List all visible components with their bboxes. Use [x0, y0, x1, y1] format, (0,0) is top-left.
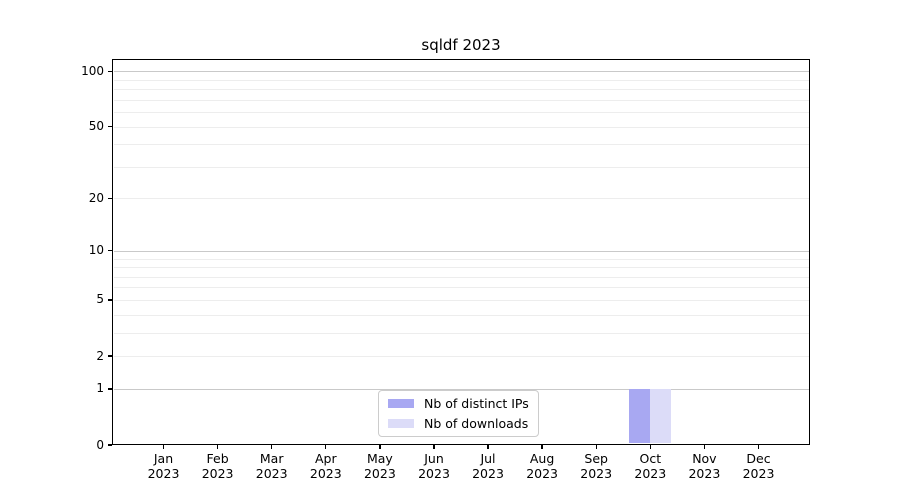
gridline-minor: [114, 112, 809, 114]
y-axis-tick: [108, 125, 112, 128]
gridline-major: [114, 388, 809, 390]
legend-label: Nb of distinct IPs: [424, 396, 529, 412]
x-tick-label: Oct 2023: [634, 451, 667, 481]
y-axis-tick: [108, 70, 112, 72]
y-tick-label: 10: [88, 243, 104, 258]
gridline-minor: [114, 332, 809, 334]
gridline-minor: [114, 79, 809, 81]
gridline-minor: [114, 89, 809, 91]
x-tick-label: Jul 2023: [472, 451, 504, 481]
bar-nb-of-downloads: [650, 388, 672, 444]
y-tick-label: 5: [96, 292, 104, 307]
y-axis-tick: [108, 299, 112, 301]
legend: Nb of distinct IPs Nb of downloads: [378, 390, 539, 437]
legend-swatch-icon: [388, 418, 414, 428]
y-axis-tick: [108, 355, 112, 357]
y-tick-label: 100: [81, 63, 104, 78]
gridline-minor: [114, 144, 809, 146]
legend-label: Nb of downloads: [424, 415, 529, 431]
x-tick-label: Dec 2023: [742, 451, 775, 481]
y-axis-tick: [108, 197, 112, 200]
y-tick-label: 20: [88, 190, 104, 205]
x-axis-tick: [162, 445, 165, 449]
x-axis-tick: [379, 445, 381, 449]
x-tick-label: Sep 2023: [580, 451, 613, 481]
y-tick-label: 50: [88, 119, 104, 134]
x-axis-tick: [595, 445, 597, 449]
x-tick-label: Apr 2023: [309, 451, 342, 481]
y-axis-tick: [108, 444, 112, 446]
x-axis-tick: [703, 445, 706, 449]
x-tick-label: Feb 2023: [201, 451, 234, 481]
x-axis-tick: [433, 445, 435, 449]
gridline-minor: [114, 314, 809, 316]
y-tick-label: 0: [96, 437, 104, 452]
x-tick-label: Aug 2023: [526, 451, 558, 481]
x-tick-label: May 2023: [363, 451, 396, 481]
x-tick-label: Jun 2023: [418, 451, 450, 481]
gridline-major: [114, 71, 809, 73]
y-tick-label: 2: [96, 348, 104, 363]
y-axis-tick: [108, 250, 112, 252]
y-axis-tick: [108, 388, 112, 390]
x-axis-tick: [649, 445, 651, 449]
gridline-minor: [114, 166, 809, 168]
chart-title: sqldf 2023: [421, 36, 501, 54]
x-tick-label: Mar 2023: [255, 451, 288, 481]
gridline-minor: [114, 258, 809, 260]
x-axis-tick: [325, 445, 327, 449]
x-axis-tick: [216, 445, 219, 449]
legend-row: Nb of distinct IPs: [388, 394, 529, 414]
legend-swatch-icon: [388, 399, 414, 409]
legend-row: Nb of downloads: [388, 414, 529, 434]
gridline-minor: [114, 276, 809, 278]
x-tick-label: Nov 2023: [688, 451, 721, 481]
gridline-minor: [114, 198, 809, 200]
x-tick-label: Jan 2023: [147, 451, 180, 481]
gridline-minor: [114, 126, 809, 128]
bar-nb-of-distinct-ips: [629, 388, 651, 444]
gridline-minor: [114, 299, 809, 301]
x-axis-tick: [487, 445, 489, 449]
gridline-minor: [114, 99, 809, 101]
gridline-minor: [114, 287, 809, 289]
gridline-minor: [114, 267, 809, 268]
gridline-major: [114, 250, 809, 252]
plot-area: [112, 59, 810, 445]
gridline-minor: [114, 356, 809, 357]
x-axis-tick: [541, 445, 543, 449]
x-axis-tick: [271, 445, 273, 449]
x-axis-tick: [757, 445, 760, 449]
y-tick-label: 1: [96, 381, 104, 396]
